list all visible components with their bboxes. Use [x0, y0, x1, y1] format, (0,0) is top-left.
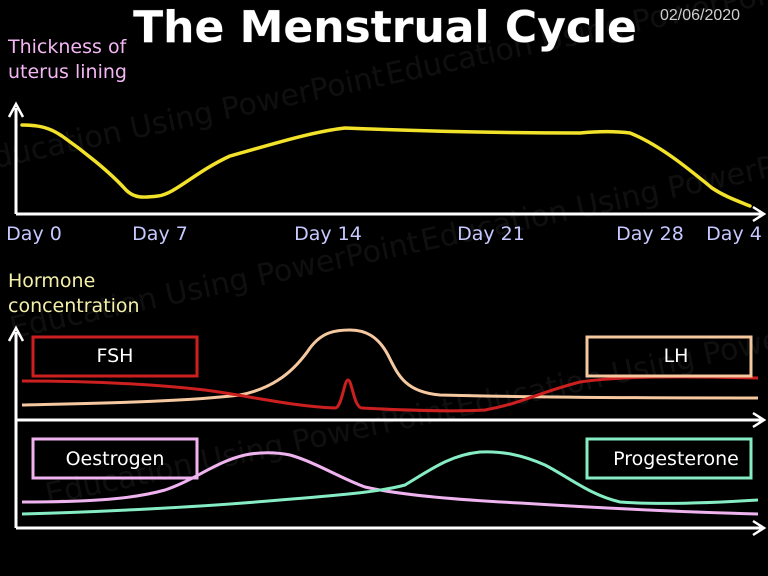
uterus-y-arrow-icon: [7, 101, 25, 118]
legend-oestrogen: Oestrogen: [31, 437, 199, 480]
day-label: Day 28: [616, 223, 684, 245]
uterus-lining-curve: [20, 123, 752, 208]
date-stamp: 02/06/2020: [660, 7, 740, 24]
day-label: Day 0: [6, 223, 62, 245]
legend-lh-label: LH: [664, 345, 689, 367]
lh-curve: [21, 328, 759, 407]
hormone-x-arrow-upper-icon: [752, 411, 767, 429]
day-label: Day 4: [706, 223, 762, 245]
page-title: The Menstrual Cycle: [133, 2, 637, 53]
day-label: Day 21: [457, 223, 525, 245]
day-label: Day 14: [294, 223, 362, 245]
legend-fsh-box: [31, 335, 199, 378]
uterus-x-arrow-icon: [752, 205, 767, 223]
legend-progesterone: Progesterone: [585, 437, 753, 480]
legend-oestrogen-label: Oestrogen: [66, 448, 165, 470]
legend-oestrogen-box: [31, 437, 199, 480]
legend-progesterone-box: [585, 437, 753, 480]
oestrogen-curve: [21, 451, 759, 516]
hormone-ylabel-line-1: Hormone: [8, 270, 95, 292]
legend-fsh-label: FSH: [97, 345, 134, 367]
day-labels: Day 0 Day 7 Day 14 Day 21 Day 28 Day 4: [6, 223, 762, 245]
progesterone-curve: [21, 450, 759, 516]
day-label: Day 7: [132, 223, 188, 245]
hormone-x-arrow-lower-icon: [752, 519, 767, 537]
hormone-axes: [7, 325, 767, 537]
fsh-curve: [21, 375, 759, 413]
hormone-ylabel-line-2: concentration: [8, 295, 140, 317]
uterus-ylabel-line-1: Thickness of: [7, 36, 128, 58]
legend-lh-box: [585, 335, 753, 378]
legend-lh: LH: [585, 335, 753, 378]
legend-progesterone-label: Progesterone: [613, 448, 739, 470]
legend-fsh: FSH: [31, 335, 199, 378]
uterus-ylabel-line-2: uterus lining: [8, 61, 127, 83]
uterus-axes: [7, 101, 767, 223]
hormone-y-arrow-icon: [7, 325, 25, 342]
